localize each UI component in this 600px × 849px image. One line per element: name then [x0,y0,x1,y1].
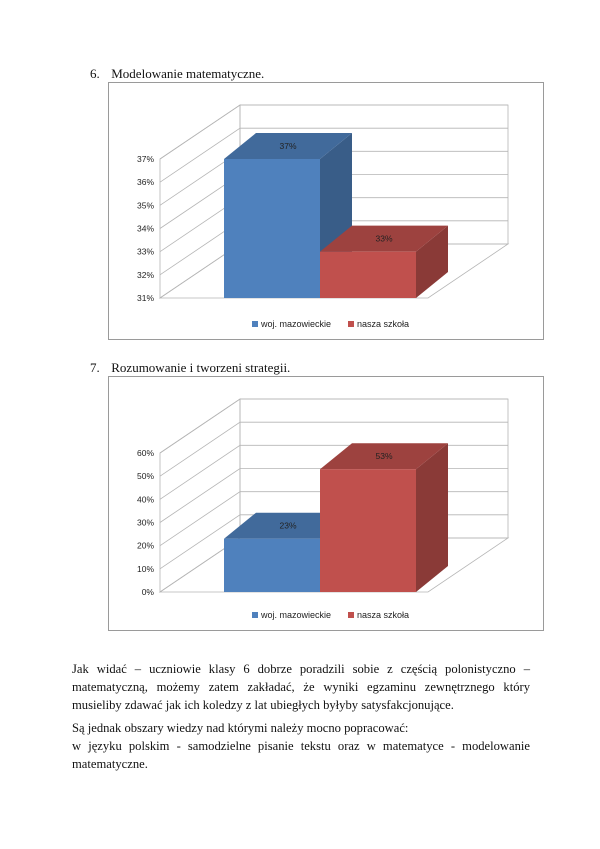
y-tick-label: 32% [137,270,154,280]
bar-side [416,225,448,298]
data-label: 23% [279,521,296,531]
y-tick-label: 10% [137,564,154,574]
y-tick-label: 35% [137,200,154,210]
y-tick-label: 36% [137,177,154,187]
y-tick-label: 34% [137,224,154,234]
section-6-number: 6. [90,66,100,81]
section-6-heading: 6. Modelowanie matematyczne. [90,66,264,82]
chart-modelowanie: 31% 32% 33% 34% 35% 36% 37% 37% 33% woj. mazowiec… [108,82,544,340]
legend-label: woj. mazowieckie [260,319,331,329]
paragraph-areas: Są jednak obszary wiedzy nad którymi nal… [72,721,409,735]
y-tick-label: 37% [137,154,154,164]
paragraph-areas-detail: w języku polskim - samodzielne pisanie t… [72,739,530,771]
section-7-title: Rozumowanie i tworzeni strategii. [111,360,291,375]
legend-swatch [348,321,354,327]
bar-top [224,133,352,159]
legend-label: nasza szkoła [357,319,409,329]
bar-nasza-szkola [320,251,416,298]
paragraph-summary: Jak widać – uczniowie klasy 6 dobrze por… [72,662,530,712]
legend-swatch [252,612,258,618]
legend-label: nasza szkoła [357,610,409,620]
bar-side [416,443,448,592]
chart-rozumowanie: 0% 10% 20% 30% 40% 50% 60% 23% 53% woj. mazowieck… [108,376,544,631]
data-label: 33% [375,234,392,244]
y-tick-label: 33% [137,247,154,257]
gridline [159,127,508,183]
section-6-title: Modelowanie matematyczne. [111,66,265,81]
legend-swatch [252,321,258,327]
y-tick-label: 31% [137,293,154,303]
data-label: 53% [375,451,392,461]
y-tick-label: 0% [142,587,155,597]
y-tick-label: 30% [137,518,154,528]
y-tick-label: 50% [137,471,154,481]
section-7-number: 7. [90,360,100,375]
bar-woj-mazowieckie [224,159,320,298]
legend-swatch [348,612,354,618]
data-label: 37% [279,141,296,151]
y-tick-label: 60% [137,448,154,458]
y-tick-label: 20% [137,541,154,551]
gridline [159,104,508,160]
bar-top [320,225,448,252]
bar-nasza-szkola [320,469,416,592]
bar-top [320,443,448,470]
gridline [159,421,508,477]
bar-woj-mazowieckie [224,538,320,592]
gridline [159,398,508,454]
y-tick-label: 40% [137,494,154,504]
chart-modelowanie-svg: 31% 32% 33% 34% 35% 36% 37% 37% 33% woj. mazowiec… [137,104,510,329]
chart-rozumowanie-svg: 0% 10% 20% 30% 40% 50% 60% 23% 53% woj. mazowieck… [137,398,510,620]
section-7-heading: 7. Rozumowanie i tworzeni strategii. [90,360,290,376]
legend-label: woj. mazowieckie [260,610,331,620]
